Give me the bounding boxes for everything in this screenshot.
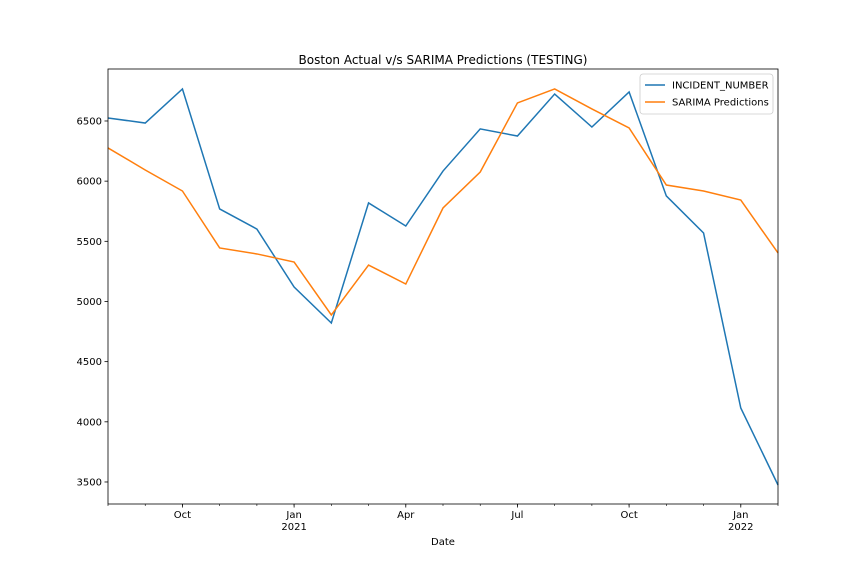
y-tick-label: 3500 [77,477,102,488]
x-axis-label: Date [431,537,455,548]
x-tick-label: Oct [174,510,191,521]
y-tick-label: 6000 [77,177,102,188]
legend-label: SARIMA Predictions [672,98,769,109]
x-tick-label: Jul [510,510,523,521]
x-tick-label: Jan 2022 [728,510,753,533]
legend-box [639,73,774,115]
series-line [107,88,779,317]
y-tick-label: 5000 [77,297,102,308]
x-tick-label: Oct [620,510,637,521]
series-line [107,87,779,486]
y-tick-label: 6500 [77,116,102,127]
x-tick-label: Apr [397,510,415,521]
y-tick-label: 5500 [77,237,102,248]
y-tick-label: 4500 [77,357,102,368]
plot-frame [107,68,779,505]
x-tick-label: Jan 2021 [281,510,306,533]
chart-title: Boston Actual v/s SARIMA Predictions (TE… [299,53,588,67]
legend-label: INCIDENT_NUMBER [672,81,769,92]
y-tick-label: 4000 [77,417,102,428]
